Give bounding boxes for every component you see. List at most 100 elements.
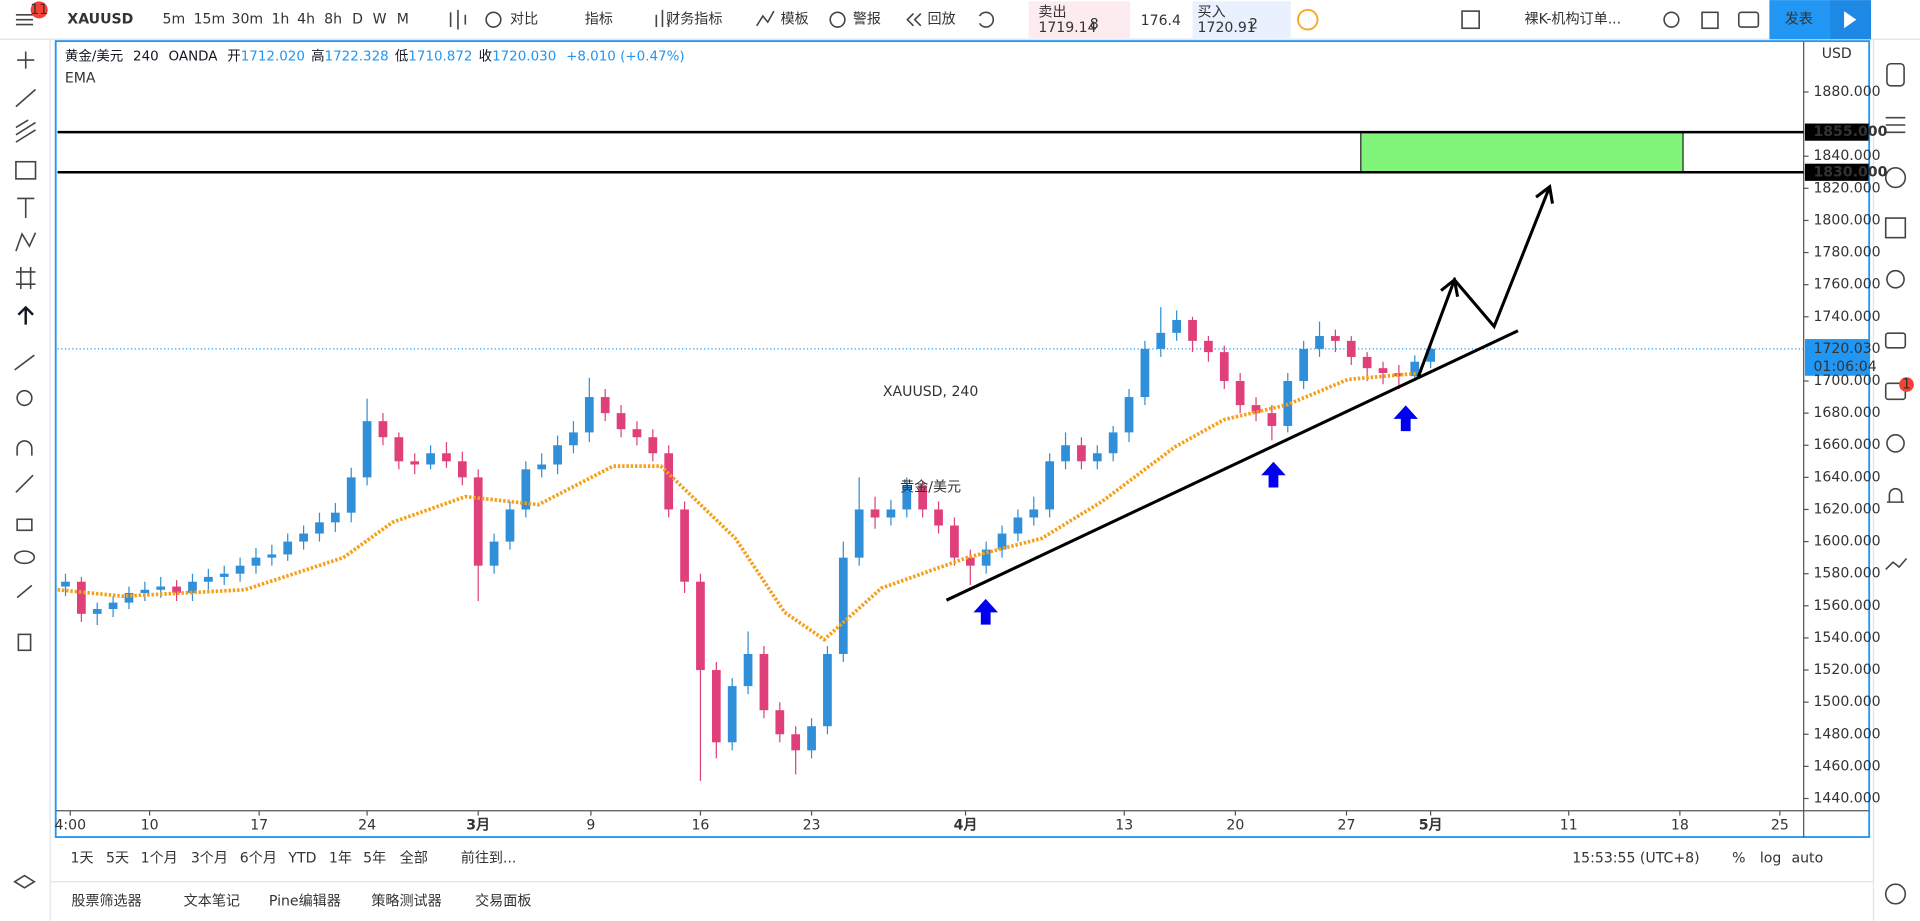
toolbar-button[interactable]: 对比 bbox=[510, 12, 538, 28]
level-tag-label: 1855.000 bbox=[1813, 124, 1887, 140]
hide-tool[interactable] bbox=[13, 550, 36, 565]
range-button[interactable]: YTD bbox=[287, 850, 316, 866]
range-button[interactable]: 5年 bbox=[363, 850, 386, 866]
x-tick-label: 4月 bbox=[954, 817, 978, 833]
pattern-tool[interactable] bbox=[15, 232, 37, 252]
candle-body bbox=[203, 576, 213, 582]
alert-icon[interactable] bbox=[829, 11, 846, 28]
undo-icon[interactable] bbox=[978, 11, 995, 28]
interval[interactable]: M bbox=[397, 12, 409, 28]
scale-option[interactable]: % bbox=[1732, 850, 1745, 866]
toolbar-button[interactable]: 指标 bbox=[585, 12, 613, 28]
chat-icon[interactable] bbox=[1884, 332, 1907, 349]
help-icon[interactable] bbox=[1884, 883, 1907, 905]
chart-type-icon[interactable] bbox=[449, 9, 467, 30]
delete-tool[interactable] bbox=[17, 633, 32, 652]
hint-icon[interactable] bbox=[1886, 433, 1905, 453]
panel-tab[interactable]: 交易面板 bbox=[475, 892, 531, 909]
interval[interactable]: 4h bbox=[297, 12, 315, 28]
candle-body bbox=[1029, 509, 1039, 518]
sell-box[interactable] bbox=[1028, 1, 1131, 39]
cursor-tool[interactable] bbox=[17, 51, 35, 69]
info-icon[interactable] bbox=[1297, 8, 1319, 31]
lock-tool[interactable] bbox=[16, 518, 33, 532]
menu-icon[interactable] bbox=[15, 13, 34, 26]
ruler-tool[interactable] bbox=[14, 354, 35, 371]
badge-count: 11 bbox=[30, 2, 48, 18]
settings-icon[interactable] bbox=[1663, 11, 1680, 28]
interval[interactable]: 15m bbox=[194, 12, 226, 28]
range-button[interactable]: 5天 bbox=[106, 850, 129, 866]
alerts-icon[interactable] bbox=[1886, 487, 1905, 503]
fib-tool[interactable] bbox=[15, 119, 36, 143]
watermark: 黄金/美元 bbox=[900, 478, 961, 495]
panel-tab[interactable]: 文本笔记 bbox=[184, 893, 240, 909]
interval[interactable]: 1h bbox=[271, 12, 289, 28]
level-tag bbox=[1804, 163, 1869, 181]
list-icon[interactable] bbox=[1885, 116, 1906, 134]
idea-icon[interactable] bbox=[1886, 269, 1905, 289]
replay-icon[interactable] bbox=[906, 12, 922, 27]
range-button[interactable]: 1天 bbox=[71, 850, 94, 866]
symbol[interactable]: XAUUSD bbox=[67, 12, 133, 28]
candle-body bbox=[489, 541, 499, 566]
zoom-tool[interactable] bbox=[16, 389, 33, 407]
toolbar-button[interactable]: 警报 bbox=[853, 12, 881, 28]
calendar-icon[interactable] bbox=[1884, 217, 1907, 239]
fullscreen-icon[interactable] bbox=[1701, 11, 1719, 30]
stay-drawing[interactable] bbox=[15, 474, 34, 493]
toolbar-button[interactable]: 财务指标 bbox=[666, 12, 722, 28]
layout-icon[interactable] bbox=[1461, 10, 1480, 30]
panel-tab[interactable]: Pine编辑器 bbox=[269, 893, 341, 909]
data-icon[interactable] bbox=[1885, 557, 1908, 571]
template-icon[interactable] bbox=[756, 10, 775, 27]
panel-tab[interactable]: 策略测试器 bbox=[371, 892, 441, 909]
watchlist-icon[interactable] bbox=[1886, 62, 1905, 87]
interval[interactable]: 5m bbox=[163, 12, 186, 28]
line-tool[interactable] bbox=[15, 88, 37, 108]
layers-icon[interactable] bbox=[13, 874, 36, 889]
interval[interactable]: 30m bbox=[232, 12, 264, 28]
goto[interactable]: 前往到... bbox=[461, 849, 517, 866]
candle-body bbox=[521, 469, 531, 510]
candle-body bbox=[1156, 332, 1166, 349]
arrow-tool[interactable] bbox=[17, 305, 34, 325]
buy-box[interactable] bbox=[1192, 1, 1291, 39]
interval[interactable]: 8h bbox=[324, 12, 342, 28]
financials-icon[interactable] bbox=[655, 9, 670, 28]
panel-tab[interactable]: 股票筛选器 bbox=[71, 893, 141, 909]
candle-body bbox=[1394, 372, 1404, 377]
scale-option[interactable]: log bbox=[1760, 850, 1781, 866]
range-button[interactable]: 1个月 bbox=[141, 850, 178, 866]
scale-option[interactable]: auto bbox=[1792, 850, 1824, 866]
candle-body bbox=[346, 477, 356, 513]
range-button[interactable]: 3个月 bbox=[191, 850, 228, 866]
candle-body bbox=[648, 437, 658, 454]
x-tick-label: 23 bbox=[803, 817, 821, 833]
last-price-tag bbox=[1804, 339, 1869, 376]
screenshot-icon[interactable] bbox=[1737, 11, 1760, 28]
buy-label: 买入 bbox=[1198, 4, 1226, 20]
prediction-tool[interactable] bbox=[15, 267, 36, 290]
text-tool[interactable] bbox=[17, 197, 35, 219]
layout-name[interactable]: 裸K-机构订单... bbox=[1524, 12, 1621, 28]
toolbar-button[interactable]: 模板 bbox=[781, 12, 809, 28]
interval[interactable]: D bbox=[352, 12, 363, 28]
compare-icon[interactable] bbox=[485, 11, 502, 28]
spread: 176.4 bbox=[1141, 13, 1181, 29]
range-button[interactable]: 全部 bbox=[400, 849, 428, 866]
toolbar-button[interactable]: 回放 bbox=[928, 12, 956, 28]
range-button[interactable]: 6个月 bbox=[240, 850, 277, 866]
publish[interactable]: 发表 bbox=[1785, 12, 1813, 28]
candle-body bbox=[362, 421, 372, 478]
shape-tool[interactable] bbox=[15, 160, 37, 180]
candle-body bbox=[267, 554, 277, 558]
clock-icon[interactable] bbox=[1884, 167, 1907, 189]
magnet-tool[interactable] bbox=[16, 440, 33, 456]
link-tool[interactable] bbox=[16, 584, 33, 599]
y-tick-label: 1660.000 bbox=[1813, 437, 1880, 453]
range-button[interactable]: 1年 bbox=[329, 850, 352, 866]
publish-button[interactable] bbox=[1769, 0, 1830, 40]
legend-change: +8.010 (+0.47%) bbox=[566, 49, 685, 64]
interval[interactable]: W bbox=[373, 12, 387, 28]
